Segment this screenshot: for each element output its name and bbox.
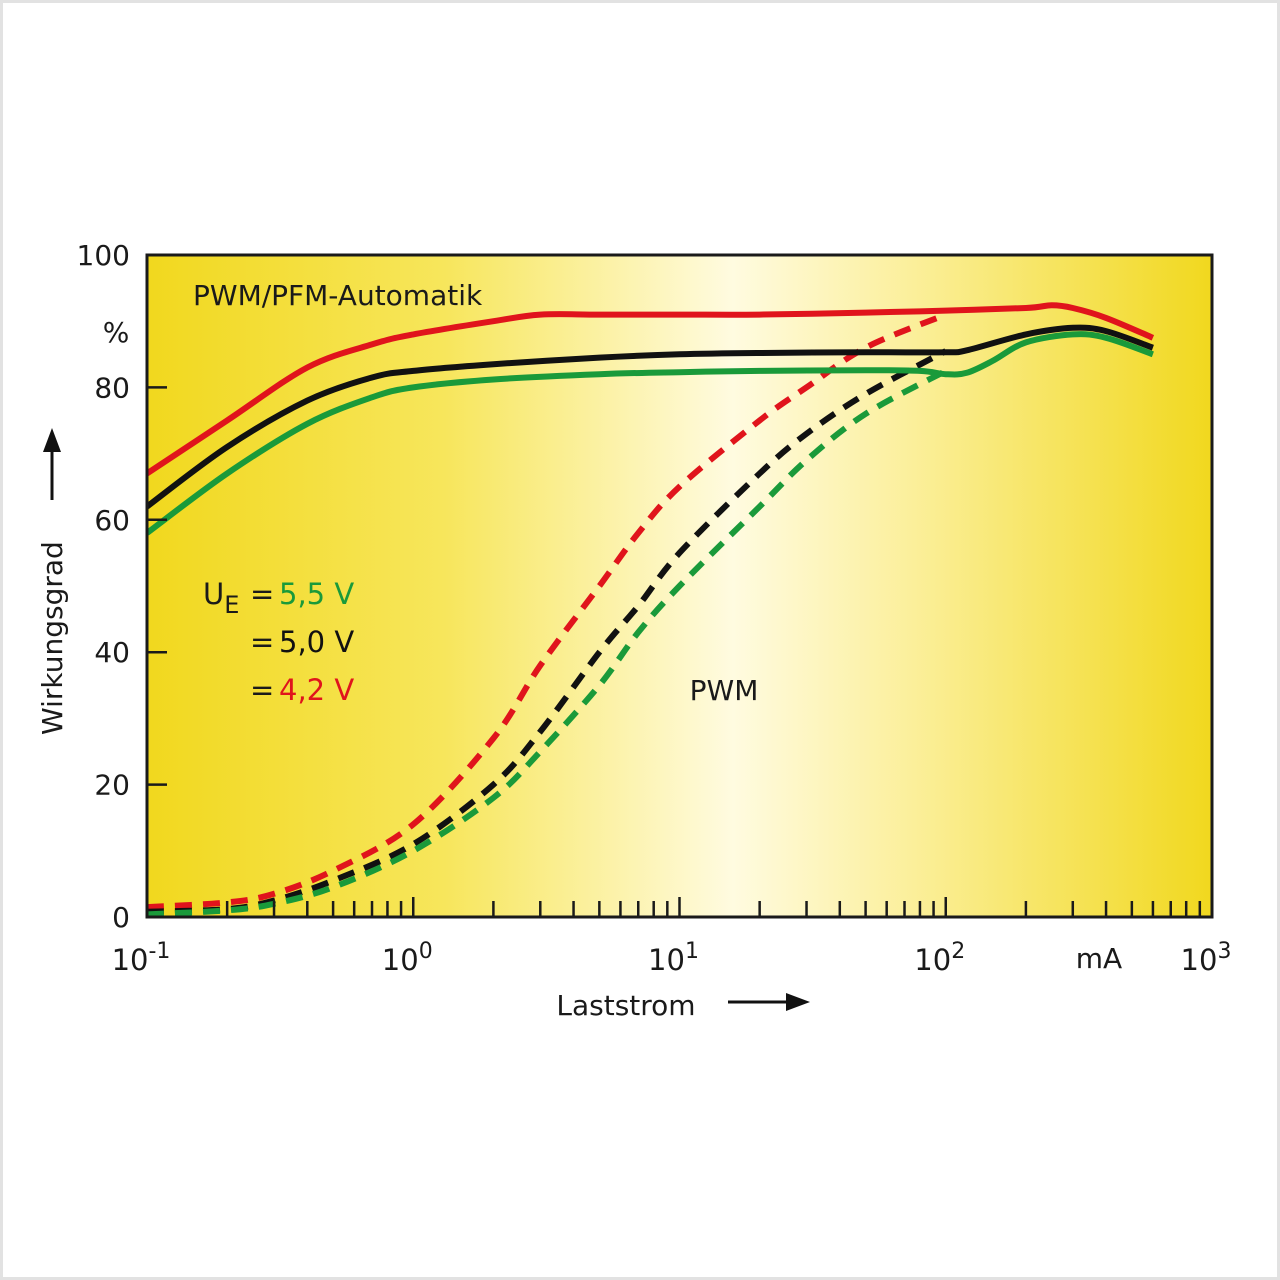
series-layer	[147, 302, 1155, 917]
x-tick-exponent: 0	[419, 939, 433, 964]
x-tick-label: 102	[914, 939, 965, 977]
y-unit-label: %	[103, 316, 130, 349]
y-axis-arrow-icon	[43, 428, 61, 500]
x-tick-exponent: 1	[685, 939, 699, 964]
x-tick-label: 103	[1181, 939, 1232, 977]
x-ticks: 10-1 100 101 102 103	[112, 897, 1232, 977]
x-unit-label: mA	[1076, 942, 1122, 975]
legend-symbol: UE	[203, 577, 239, 619]
legend-eq-2: =	[250, 673, 274, 707]
x-tick-base: 10	[914, 943, 951, 977]
x-tick-exponent: -1	[148, 939, 170, 964]
x-tick-label: 101	[648, 939, 699, 977]
x-tick-base: 10	[112, 943, 149, 977]
pwm-curve-50v	[147, 348, 948, 915]
auto-curve-55v	[147, 331, 1154, 536]
y-tick-label: 40	[94, 636, 130, 669]
x-axis-arrow-icon	[728, 993, 810, 1011]
x-tick-exponent: 3	[1217, 939, 1231, 964]
chart-title: PWM/PFM-Automatik	[193, 279, 483, 312]
auto-curve-42v	[147, 302, 1155, 476]
x-axis-title: Laststrom	[556, 989, 695, 1022]
legend-symbol-letter: U	[203, 577, 224, 611]
auto-curve-50v	[147, 324, 1154, 510]
legend-entry-1: 5,0 V	[279, 625, 354, 659]
x-tick-label: 10-1	[112, 939, 171, 977]
y-axis-title-group: Wirkungsgrad	[36, 541, 69, 735]
x-tick-exponent: 2	[951, 939, 965, 964]
y-tick-label: 20	[94, 769, 130, 802]
y-tick-label: 0	[112, 901, 130, 934]
y-ticks: 0 20 40 60 80 100	[77, 239, 167, 934]
y-tick-label: 100	[77, 239, 130, 272]
legend-eq-0: =	[250, 577, 274, 611]
pwm-curve-42v	[147, 311, 947, 911]
legend: UE = 5,5 V = 5,0 V = 4,2 V	[203, 577, 354, 707]
pwm-label: PWM	[690, 674, 759, 707]
x-tick-base: 10	[382, 943, 419, 977]
x-tick-base: 10	[648, 943, 685, 977]
legend-entry-0: 5,5 V	[279, 577, 354, 611]
y-axis-title: Wirkungsgrad	[36, 541, 69, 735]
y-tick-label: 80	[94, 371, 130, 404]
pwm-curve-55v	[147, 368, 948, 917]
x-tick-label: 100	[382, 939, 433, 977]
legend-symbol-subscript: E	[224, 591, 239, 619]
legend-entry-2: 4,2 V	[279, 673, 354, 707]
x-tick-base: 10	[1181, 943, 1218, 977]
legend-eq-1: =	[250, 625, 274, 659]
y-tick-label: 60	[94, 504, 130, 537]
